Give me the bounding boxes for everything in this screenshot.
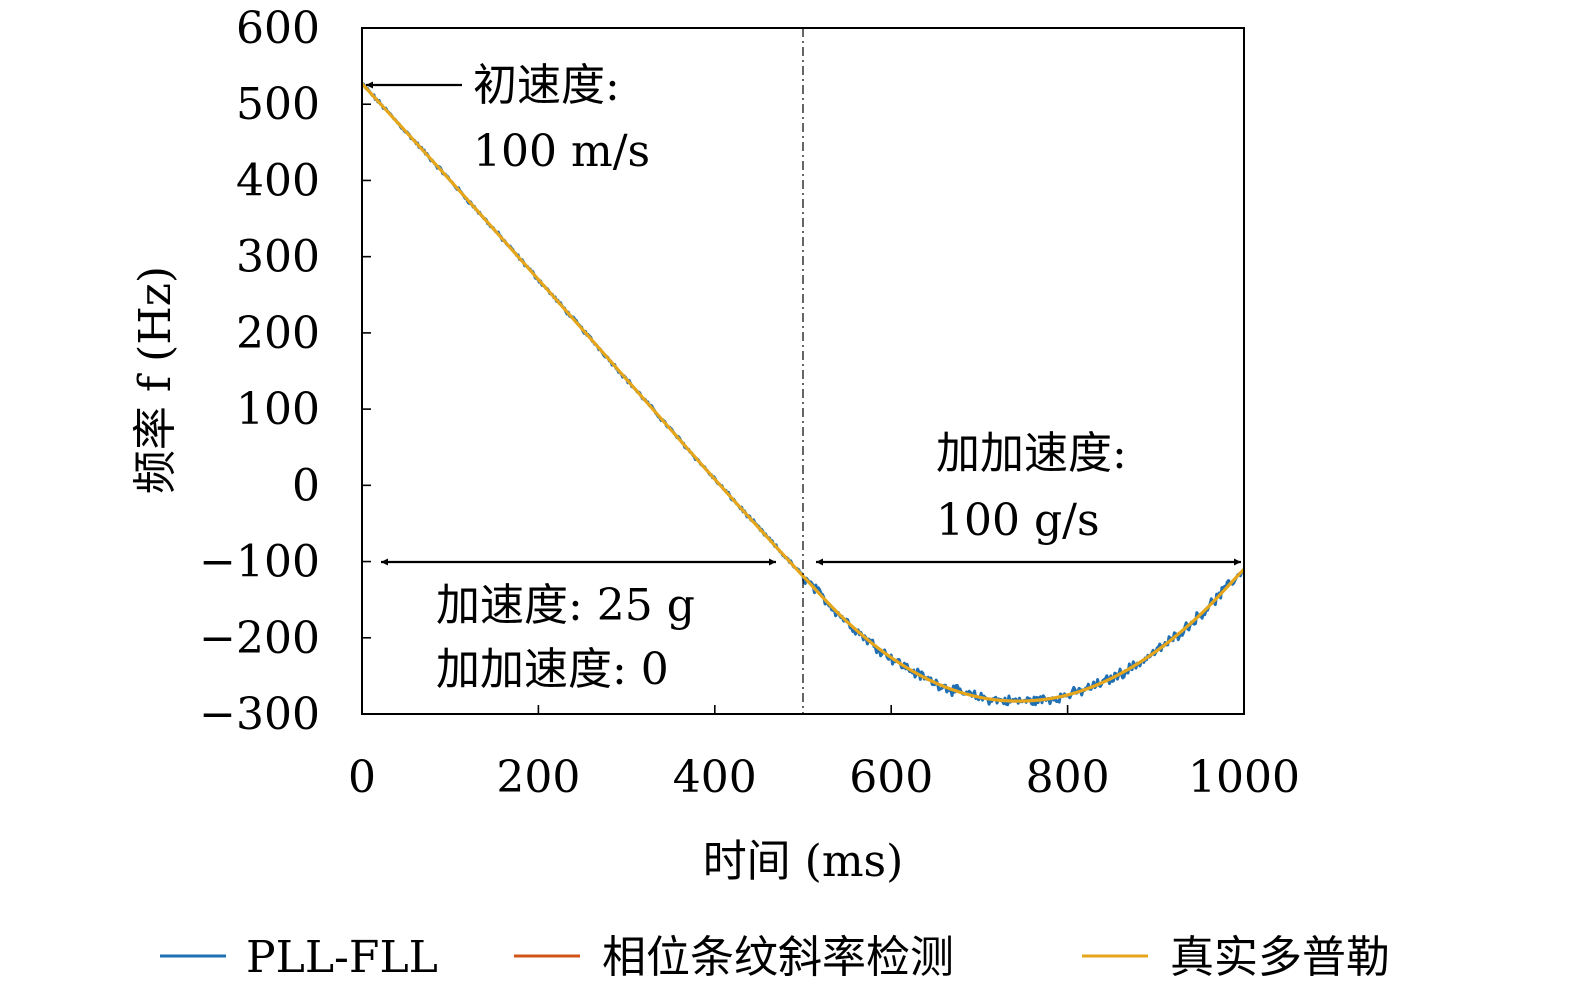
series-line-2	[362, 82, 1244, 703]
y-tick-label: −100	[199, 537, 320, 588]
y-tick-label: −300	[199, 689, 320, 740]
y-tick-label: −200	[199, 613, 320, 664]
y-tick-label: 500	[236, 79, 320, 130]
y-tick-label: 100	[236, 384, 320, 435]
x-axis-title: 时间 (ms)	[703, 836, 904, 887]
tick-layer: 0 200 400 600 800 1000 −300 −200 −100 0 100 200 300 4…	[199, 3, 1300, 803]
jerk-right-label: 加加速度:	[936, 428, 1127, 479]
y-tick-label: 400	[236, 155, 320, 206]
x-tick-label: 1000	[1188, 752, 1300, 803]
y-tick-label: 0	[292, 460, 320, 511]
y-tick-label: 600	[236, 3, 320, 54]
x-tick-label: 200	[496, 752, 580, 803]
legend-label-phase-fringe-slope: 相位条纹斜率检测	[602, 932, 954, 983]
x-tick-label: 600	[849, 752, 933, 803]
initial-speed-value: 100 m/s	[473, 126, 650, 177]
legend-label-pll-fll: PLL-FLL	[246, 932, 438, 983]
x-tick-label: 400	[673, 752, 757, 803]
x-tick-label: 800	[1026, 752, 1110, 803]
y-axis-title: 频率 f (Hz)	[130, 266, 181, 494]
legend: PLL-FLL 相位条纹斜率检测 真实多普勒	[160, 932, 1390, 983]
y-tick-label: 200	[236, 308, 320, 359]
jerk-left-label: 加加速度: 0	[436, 644, 669, 695]
jerk-right-value: 100 g/s	[936, 495, 1100, 546]
initial-speed-label: 初速度:	[473, 60, 620, 111]
accel-left-label: 加速度: 25 g	[436, 580, 695, 631]
x-tick-label: 0	[348, 752, 376, 803]
y-tick-label: 300	[236, 232, 320, 283]
legend-label-true-doppler: 真实多普勒	[1170, 932, 1390, 983]
